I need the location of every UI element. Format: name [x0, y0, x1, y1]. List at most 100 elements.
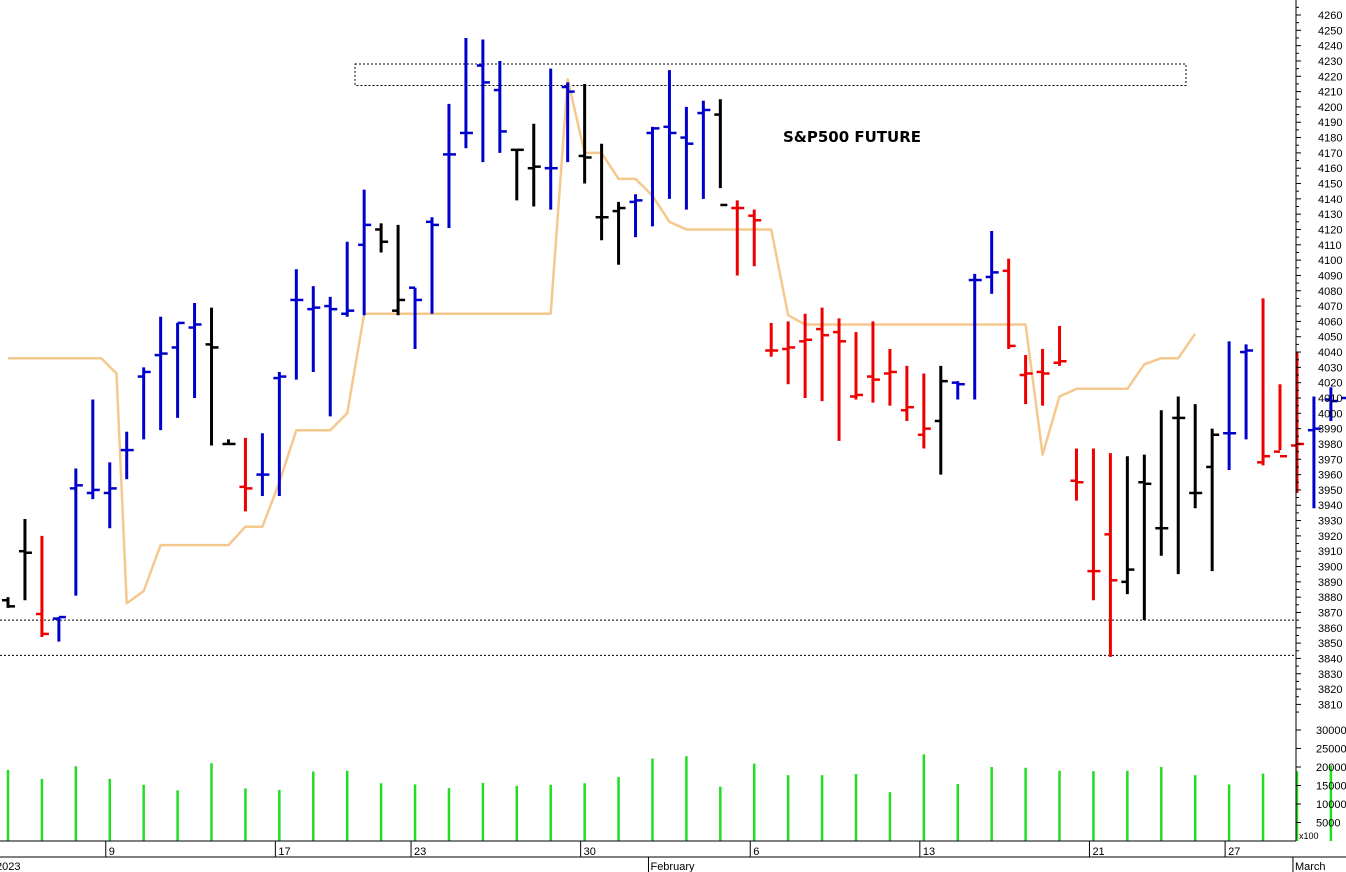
ohlc-bar [900, 365, 914, 421]
ohlc-bar [1307, 396, 1321, 509]
ohlc-bar [561, 82, 575, 163]
price-tick-label: 4160 [1318, 163, 1342, 175]
volume-multiplier-label: x100 [1299, 831, 1319, 841]
ohlc-bar [1324, 387, 1338, 421]
ohlc-bar [850, 332, 863, 400]
ohlc-bar [18, 519, 32, 601]
month-label: March [1295, 861, 1326, 872]
ohlc-bar [256, 433, 270, 497]
price-tick-label: 4140 [1318, 194, 1342, 206]
day-tick-label: 30 [584, 846, 596, 858]
day-tick-label: 23 [414, 846, 426, 858]
ohlc-bar [816, 307, 830, 402]
price-tick-label: 4260 [1318, 10, 1342, 22]
ohlc-bar [137, 367, 151, 440]
volume-tick-label: 10000 [1316, 799, 1346, 811]
ohlc-bar [578, 83, 592, 184]
resistance-box-rect [354, 63, 1187, 86]
ohlc-bar [934, 365, 948, 475]
ohlc-bar [510, 148, 524, 201]
price-tick-label: 3970 [1318, 454, 1342, 466]
ohlc-bar [442, 103, 456, 228]
day-tick-label: 9 [109, 846, 115, 858]
price-tick-label: 4000 [1318, 408, 1342, 420]
ohlc-bar [324, 296, 338, 417]
ohlc-bar [951, 381, 965, 400]
ohlc-bar [307, 286, 321, 372]
price-tick-label: 4060 [1318, 316, 1342, 328]
price-tick-label: 3860 [1318, 623, 1342, 635]
price-tick-label: 4150 [1318, 179, 1342, 191]
ohlc-bar [290, 269, 304, 380]
price-bars [2, 37, 1346, 657]
day-tick-label: 21 [1092, 846, 1104, 858]
ohlc-bar [1070, 448, 1084, 501]
price-tick-label: 4110 [1318, 240, 1342, 252]
ohlc-bar [222, 439, 236, 446]
price-tick-label: 4200 [1318, 102, 1342, 114]
ohlc-bar [239, 437, 253, 512]
date-axis-ticks: 9172330613212761320273101722023FebruaryM… [0, 841, 1326, 872]
ohlc-bar [714, 99, 728, 207]
price-tick-label: 3810 [1318, 699, 1342, 711]
ohlc-bar [527, 123, 541, 207]
price-tick-label: 3960 [1318, 470, 1342, 482]
price-tick-label: 4210 [1318, 87, 1342, 99]
volume-tick-label: 25000 [1316, 744, 1346, 756]
ohlc-bar [1274, 384, 1287, 458]
month-label: 2023 [0, 861, 20, 872]
ohlc-bar [1223, 341, 1237, 471]
volume-tick-label: 5000 [1316, 818, 1340, 830]
ohlc-bar [188, 303, 202, 398]
ohlc-bar [680, 106, 694, 210]
ohlc-bar [1155, 410, 1169, 556]
ohlc-bar [171, 321, 185, 418]
ohlc-bar [1036, 348, 1050, 406]
ohlc-bar [392, 224, 406, 316]
ohlc-bar [782, 321, 796, 385]
price-tick-label: 4100 [1318, 255, 1342, 267]
price-tick-label: 3830 [1318, 669, 1342, 681]
ohlc-bar [697, 100, 711, 199]
ohlc-bar [1341, 396, 1346, 400]
ohlc-bar [120, 431, 134, 480]
price-tick-label: 4180 [1318, 133, 1342, 145]
price-tick-label: 3880 [1318, 592, 1342, 604]
price-tick-label: 3900 [1318, 562, 1342, 574]
price-tick-label: 4030 [1318, 362, 1342, 374]
ohlc-bar [1104, 453, 1118, 657]
ohlc-bar [985, 231, 999, 294]
ohlc-bar [1206, 428, 1220, 572]
ohlc-bar [103, 462, 117, 529]
ohlc-bar [612, 201, 626, 265]
ohlc-bar [476, 39, 490, 163]
ohlc-bar [35, 535, 49, 637]
ohlc-bar [968, 273, 982, 400]
volume-tick-label: 15000 [1316, 781, 1346, 793]
price-tick-label: 3940 [1318, 500, 1342, 512]
price-tick-label: 3920 [1318, 531, 1342, 543]
ohlc-bar [1257, 298, 1271, 466]
volume-tick-label: 20000 [1316, 762, 1346, 774]
ohlc-bar [1121, 456, 1135, 595]
ohlc-bar [1002, 258, 1016, 349]
price-axis-ticks: 3810 3820 3830 3840 3850 3860 3870 3880 3890 3900… [1296, 6, 1342, 713]
ohlc-bar [833, 318, 847, 441]
ohlc-bar [765, 322, 779, 357]
ohlc-bar [866, 321, 880, 403]
price-tick-label: 3890 [1318, 577, 1342, 589]
resistance-box [354, 63, 1187, 86]
ohlc-bar [731, 200, 745, 276]
price-tick-label: 3910 [1318, 546, 1342, 558]
ohlc-bar [595, 143, 609, 241]
ohlc-bar [1087, 448, 1101, 601]
ohlc-bar [2, 597, 15, 608]
price-tick-label: 4020 [1318, 378, 1342, 390]
price-tick-label: 4080 [1318, 286, 1342, 298]
ohlc-bar [1138, 454, 1152, 621]
ohlc-bar [748, 209, 762, 267]
ohlc-bar [917, 373, 931, 449]
ohlc-bar [86, 399, 100, 500]
ohlc-bar [341, 241, 355, 317]
price-tick-label: 4250 [1318, 25, 1342, 37]
